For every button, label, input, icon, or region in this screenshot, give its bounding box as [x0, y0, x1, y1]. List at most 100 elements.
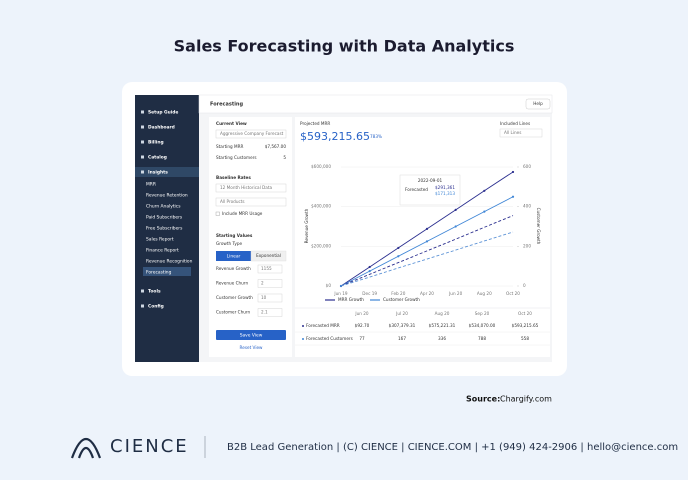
select[interactable]: [215, 197, 287, 207]
input-box[interactable]: [257, 293, 283, 303]
nav-item[interactable]: Dashboard: [148, 125, 175, 131]
nav-icon: [141, 110, 144, 114]
x-tick-label: Dec 19: [362, 291, 377, 296]
logo-arc: [77, 446, 95, 459]
checkbox[interactable]: [215, 211, 220, 216]
nav-item[interactable]: Catalog: [148, 155, 167, 161]
save-button[interactable]: [216, 330, 286, 340]
select-value[interactable]: Aggressive Company Forecast: [220, 131, 284, 136]
point: [397, 246, 400, 250]
table-cell: 77: [359, 336, 365, 341]
series-line: [340, 231, 514, 287]
input-label: Revenue Growth: [216, 266, 251, 271]
input-value[interactable]: 1155: [261, 266, 272, 271]
nav-subitem[interactable]: MRR: [146, 182, 156, 188]
select-value[interactable]: All Lines: [504, 130, 521, 135]
point: [397, 255, 400, 258]
toggle-off[interactable]: [250, 250, 287, 262]
nav-subitem[interactable]: Sales Report: [146, 237, 174, 243]
point: [511, 195, 515, 198]
toggle-label[interactable]: Linear: [227, 254, 241, 260]
tooltip-value: $291,361: [435, 185, 455, 190]
select[interactable]: [215, 183, 287, 193]
select[interactable]: [215, 129, 287, 139]
select-value[interactable]: 12 Month Historical Data: [220, 185, 272, 190]
nav-icon: [141, 155, 144, 159]
select-value[interactable]: All Products: [220, 199, 245, 204]
toggle-on[interactable]: [216, 251, 251, 261]
nav-subitem[interactable]: Revenue Recognition: [146, 259, 193, 265]
nav-icon: [141, 289, 144, 293]
y-tick-label: $600,000: [311, 164, 331, 169]
point: [454, 208, 457, 211]
brand: CIENCE: [110, 436, 189, 457]
nav-icon: [141, 125, 144, 129]
help-label[interactable]: Help: [533, 101, 543, 106]
nav-subitem[interactable]: Paid Subscribers: [146, 215, 183, 221]
logo-arc: [70, 437, 102, 459]
app-header: [198, 94, 553, 114]
nav-subitem[interactable]: Churn Analytics: [146, 204, 181, 210]
help-button[interactable]: [525, 98, 551, 110]
column-header: Oct 20: [518, 311, 532, 316]
nav-item[interactable]: Config: [148, 304, 164, 310]
reset-link[interactable]: Reset View: [240, 345, 264, 350]
toggle-label[interactable]: Exponential: [256, 253, 281, 258]
table-cell: 558: [521, 336, 529, 341]
y-axis-label: Revenue Growth: [304, 208, 309, 243]
legend-label: MRR Growth: [338, 297, 364, 302]
form-panel: [209, 117, 292, 357]
series-line: [340, 215, 514, 287]
nav-item[interactable]: Billing: [148, 140, 164, 146]
chart-change: 783%: [370, 134, 382, 139]
form-label: Baseline Rates: [216, 175, 251, 180]
row-label: Forecasted MRR: [306, 323, 340, 328]
table-cell: 788: [478, 336, 486, 341]
table-cell: 336: [438, 336, 446, 341]
field-value: $7,567.00: [265, 144, 287, 149]
table-cell: $534,070.00: [469, 323, 496, 328]
input-box[interactable]: [257, 279, 283, 288]
table-cell: $307,379.31: [389, 323, 416, 328]
nav-icon: [141, 140, 144, 144]
input-value[interactable]: 2.1: [261, 310, 268, 315]
x-tick-label: Apr 20: [420, 291, 434, 296]
sidebar-active-item: [143, 267, 191, 276]
chart-panel: [295, 117, 550, 357]
sidebar: [135, 95, 199, 362]
select[interactable]: [499, 128, 543, 138]
table-cell: $593,215.65: [512, 323, 539, 328]
input-box[interactable]: [257, 308, 283, 317]
source-label: Source:: [466, 395, 500, 404]
point: [368, 270, 371, 273]
nav-item[interactable]: Setup Guide: [148, 110, 178, 116]
field-value: 5: [283, 155, 286, 160]
checkbox-label[interactable]: Include MRR Usage: [222, 211, 263, 216]
input-box[interactable]: [257, 264, 283, 274]
save-label[interactable]: Save View: [240, 333, 263, 339]
input-value[interactable]: 2: [261, 281, 264, 286]
y-tick-label: $0: [326, 283, 332, 288]
nav-subitem[interactable]: Finance Report: [146, 248, 179, 254]
nav-icon: [141, 304, 144, 308]
field-label: Growth Type: [216, 241, 243, 246]
y2-tick-label: 0: [523, 283, 526, 288]
row-marker: [302, 325, 304, 327]
table-cell: $92.70: [355, 323, 370, 328]
nav-subitem[interactable]: Forecasting: [146, 270, 172, 276]
page-title: Sales Forecasting with Data Analytics: [174, 37, 515, 56]
source-text: Chargify.com: [500, 395, 552, 404]
y2-axis-label: Customer Growth: [536, 208, 541, 245]
input-label: Customer Growth: [216, 295, 253, 300]
table-cell: $575,221.31: [429, 323, 456, 328]
nav-subitem[interactable]: Free Subscribers: [146, 226, 183, 232]
input-value[interactable]: 10: [261, 295, 267, 300]
nav-subitem[interactable]: Revenue Retention: [146, 193, 188, 199]
lines-label: Included Lines: [500, 121, 530, 126]
y-tick-label: $400,000: [311, 204, 331, 209]
nav-item[interactable]: Insights: [148, 170, 168, 176]
table-cell: 167: [398, 336, 406, 341]
nav-item[interactable]: Tools: [148, 289, 161, 295]
x-tick-label: Aug 20: [477, 291, 492, 296]
